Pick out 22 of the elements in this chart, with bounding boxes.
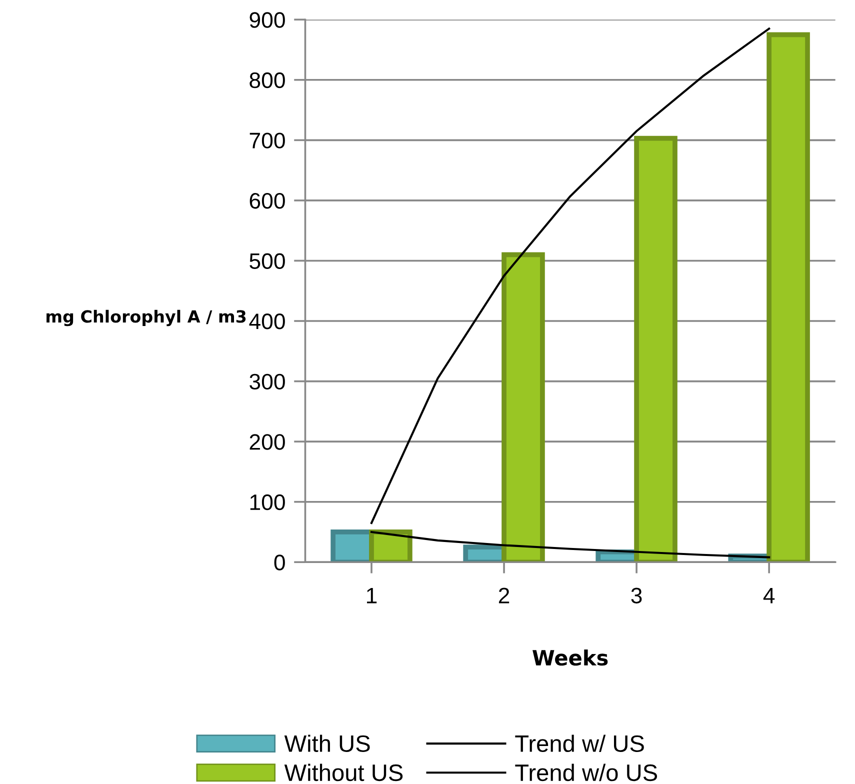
line-series [370, 530, 770, 558]
y-tick-label: 0 [274, 554, 285, 570]
line-series [370, 28, 770, 524]
x-tick-label: 4 [763, 588, 775, 604]
x-tick-label: 3 [631, 588, 642, 604]
y-tick-label: 600 [250, 192, 285, 209]
y-tick-label: 800 [250, 72, 285, 88]
legend-label: Trend w/ US [515, 734, 644, 752]
y-axis-title: mg Chlorophyl A / m3 [46, 310, 246, 326]
y-tick-label: 200 [250, 434, 285, 450]
legend-label: Without US [284, 764, 403, 782]
y-tick-label: 500 [250, 253, 285, 269]
x-tick-label: 1 [367, 588, 377, 604]
y-tick-label: 900 [250, 12, 285, 28]
x-axis-title: Weeks [532, 650, 608, 666]
y-tick-label: 300 [250, 374, 285, 390]
y-tick-label: 700 [250, 132, 285, 148]
x-tick-label: 2 [498, 588, 510, 604]
y-tick-label: 100 [250, 494, 285, 510]
legend-label: Trend w/o US [515, 764, 658, 782]
legend-label: With US [284, 734, 370, 752]
y-tick-label: 400 [249, 314, 285, 330]
